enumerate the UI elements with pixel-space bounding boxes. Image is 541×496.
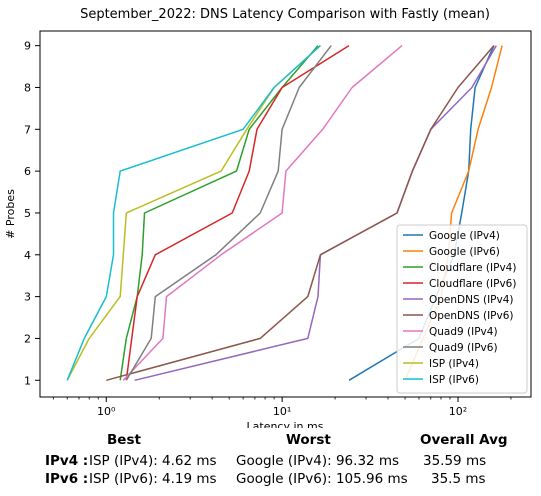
- series-line-cloudflare-ipv6: [125, 44, 350, 381]
- x-tick-label: 10⁰: [97, 405, 116, 418]
- ipv6-best: ISP (IPv6): 4.19 ms: [89, 471, 217, 487]
- series-line-cloudflare-ipv4: [119, 45, 319, 381]
- ipv4-avg: 35.59 ms: [423, 453, 487, 469]
- series-line-isp-ipv4: [66, 45, 321, 381]
- worst-header: Worst: [286, 432, 331, 448]
- y-tick-label: 7: [24, 123, 31, 136]
- x-axis-label: Latency in ms: [247, 420, 324, 428]
- ipv4-row-label: IPv4 :: [45, 453, 89, 469]
- legend-entry: Cloudflare (IPv4): [429, 262, 516, 274]
- legend-entry: Google (IPv6): [429, 246, 500, 258]
- legend-entry: Google (IPv4): [429, 230, 500, 242]
- ipv6-row-label: IPv6 :: [45, 471, 89, 487]
- x-tick-label: 10¹: [273, 405, 291, 418]
- legend-entry: Cloudflare (IPv6): [429, 278, 516, 290]
- y-tick-label: 4: [24, 249, 31, 262]
- legend-entry: ISP (IPv4): [429, 358, 479, 370]
- latency-line-chart: September_2022: DNS Latency Comparison w…: [4, 7, 532, 428]
- overall-avg-header: Overall Avg: [420, 432, 508, 448]
- ipv4-best: ISP (IPv4): 4.62 ms: [89, 453, 217, 469]
- legend-entry: Quad9 (IPv6): [429, 342, 498, 354]
- series-line-quad9-ipv6: [125, 45, 332, 381]
- y-tick-label: 2: [24, 332, 31, 345]
- series-line-quad9-ipv4: [122, 45, 403, 381]
- legend-entry: ISP (IPv6): [429, 374, 479, 386]
- y-tick-label: 6: [24, 165, 31, 178]
- x-tick-label: 10²: [449, 405, 467, 418]
- chart-title: September_2022: DNS Latency Comparison w…: [80, 7, 490, 22]
- ipv4-worst: Google (IPv4): 96.32 ms: [236, 453, 400, 469]
- y-axis-label: # Probes: [4, 189, 17, 239]
- legend-entry: OpenDNS (IPv6): [429, 310, 514, 322]
- y-tick-label: 1: [24, 374, 31, 387]
- ipv6-worst: Google (IPv6): 105.96 ms: [236, 471, 408, 487]
- series-line-opendns-ipv6: [106, 45, 495, 382]
- y-tick-label: 8: [24, 81, 31, 94]
- ipv6-avg: 35.5 ms: [431, 471, 486, 487]
- legend-box: [396, 224, 528, 394]
- legend-entry: Quad9 (IPv4): [429, 326, 498, 338]
- summary-stats: Best Worst Overall Avg IPv4 : ISP (IPv4)…: [0, 428, 541, 496]
- y-tick-label: 3: [24, 291, 31, 304]
- y-tick-label: 5: [24, 207, 31, 220]
- y-tick-label: 9: [24, 40, 31, 53]
- legend: Google (IPv4) Google (IPv6) Cloudflare (IP…: [396, 224, 528, 394]
- series-line-isp-ipv6: [66, 45, 321, 381]
- axes: 10⁰ 10¹ 10² 1 2 3 4 5 6 7 8 9: [24, 40, 512, 418]
- legend-entry: OpenDNS (IPv4): [429, 294, 514, 306]
- best-header: Best: [107, 432, 141, 448]
